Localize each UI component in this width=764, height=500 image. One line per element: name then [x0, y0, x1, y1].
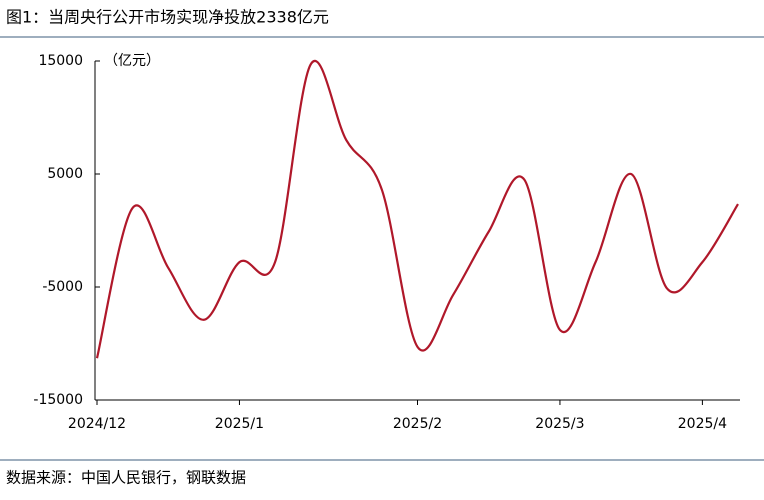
y-tick-label: -5000 [42, 279, 83, 295]
source-note: 数据来源：中国人民银行，钢联数据 [6, 469, 246, 487]
x-tick-label: 2025/1 [215, 416, 264, 432]
line-series [95, 60, 739, 359]
x-tick-label: 2025/2 [393, 416, 442, 432]
y-tick-label: 15000 [38, 53, 83, 69]
chart-title: 图1：当周央行公开市场实现净投放2338亿元 [6, 8, 329, 27]
x-tick-label: 2025/3 [535, 416, 584, 432]
y-tick-label: 5000 [47, 166, 83, 182]
x-tick-label: 2025/4 [678, 416, 727, 432]
y-tick-label: -15000 [33, 392, 83, 408]
y-axis-label: （亿元） [104, 53, 160, 69]
x-tick-label: 2024/12 [68, 416, 126, 432]
